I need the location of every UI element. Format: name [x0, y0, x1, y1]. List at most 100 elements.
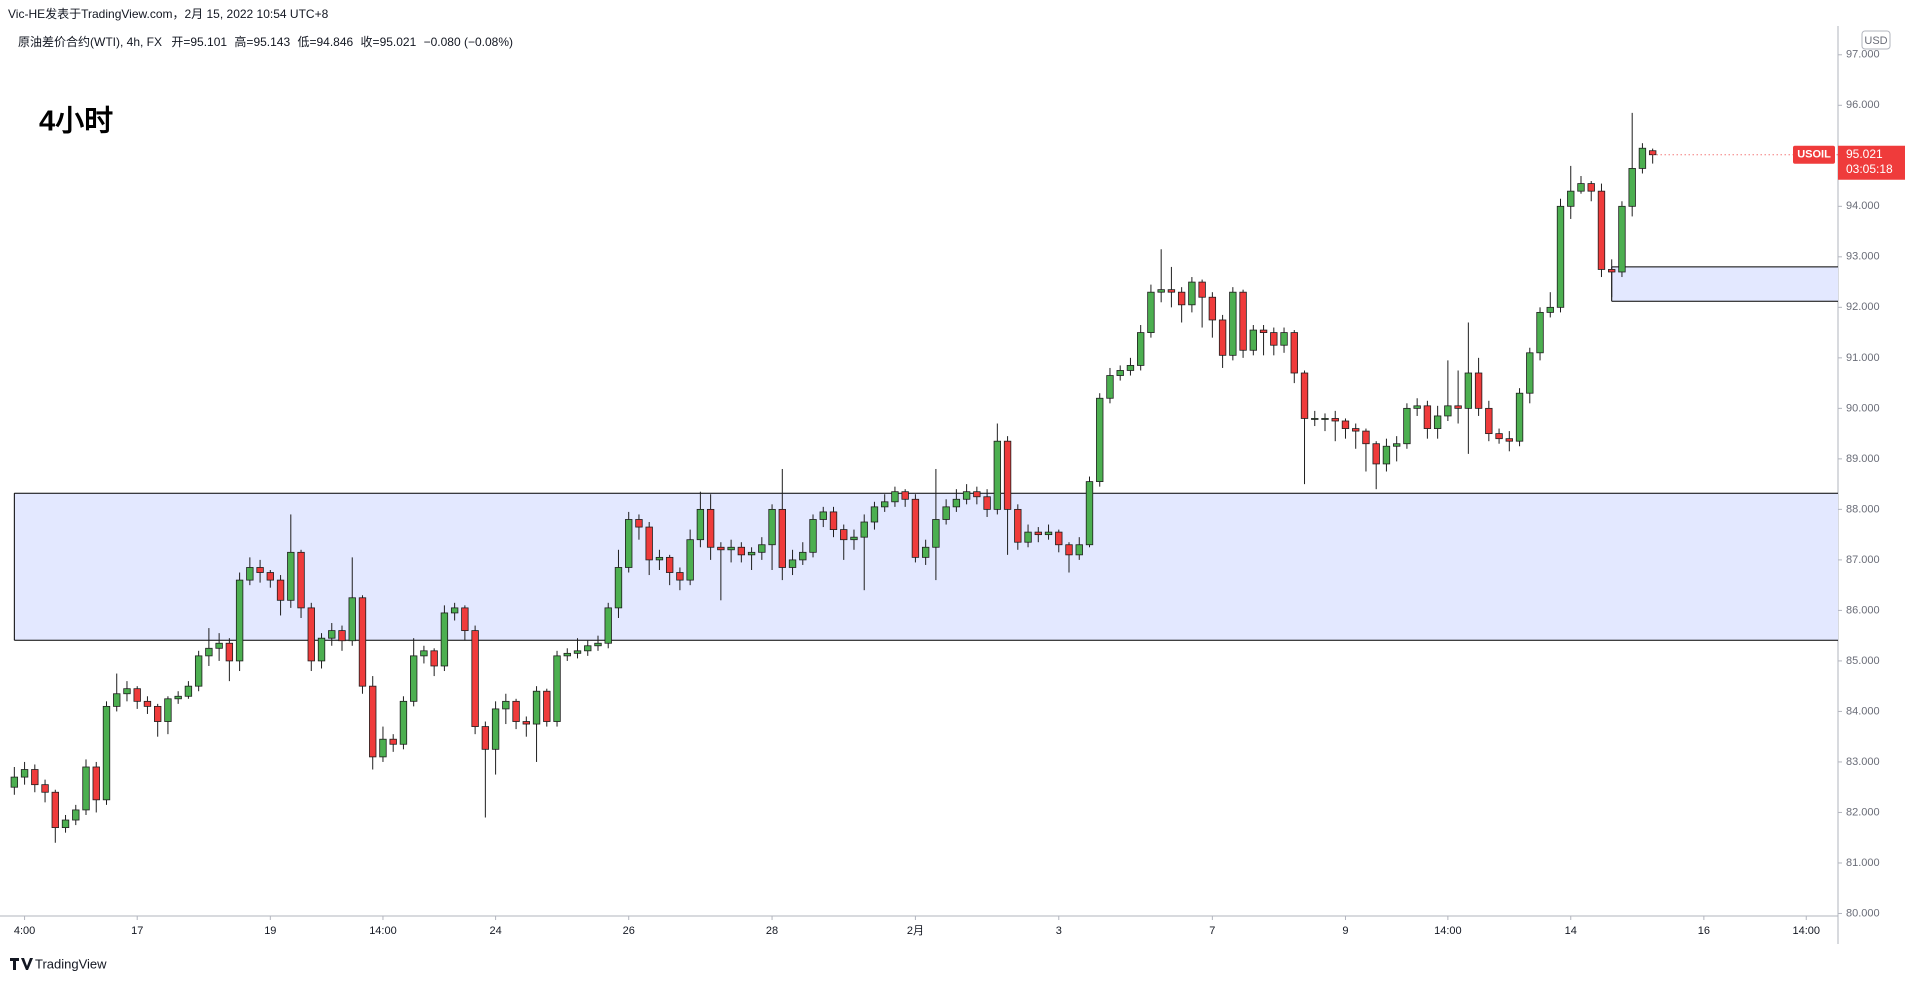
candle-body	[1085, 481, 1094, 546]
y-tick-label: 81.000	[1846, 857, 1880, 869]
candle-body	[82, 766, 90, 811]
zone	[1611, 266, 1838, 302]
candle-body	[92, 766, 100, 801]
candle-body	[614, 567, 623, 609]
legend-high-label: 高=	[234, 34, 253, 49]
y-tick-label: 82.000	[1846, 806, 1880, 818]
candle-body	[154, 705, 162, 722]
candle-body	[543, 690, 551, 722]
candle-body	[410, 655, 418, 702]
candle-body	[225, 642, 234, 662]
candle-body	[1147, 291, 1155, 333]
y-tick-label: 92.000	[1846, 301, 1880, 313]
candle-body	[41, 784, 49, 793]
candle-body	[1106, 375, 1114, 399]
candle-body	[1628, 168, 1636, 207]
x-tick-label: 14:00	[1792, 925, 1820, 937]
candle-body	[1116, 370, 1124, 376]
candle-body	[1341, 420, 1350, 429]
author-line: Vic-HE发表于TradingView.com，2月 15, 2022 10:…	[8, 6, 329, 21]
candle-body	[297, 551, 305, 609]
y-tick-label: 83.000	[1846, 756, 1880, 768]
candle-body	[31, 769, 39, 786]
candle-body	[1280, 332, 1288, 346]
candle-body	[20, 769, 29, 778]
legend-change: −0.080 (−0.08%)	[424, 35, 513, 49]
candle-body	[174, 695, 182, 700]
candle-body	[471, 630, 479, 727]
candle-body	[143, 700, 152, 707]
candle-body	[1618, 205, 1626, 273]
candle-body	[604, 607, 612, 644]
y-tick-label: 93.000	[1846, 251, 1880, 263]
candle-body	[1208, 296, 1217, 321]
candle-body	[1526, 352, 1534, 394]
candle-body	[1126, 365, 1135, 371]
candle-body	[389, 738, 397, 745]
candle-body	[706, 508, 715, 548]
candle-body	[696, 508, 705, 541]
candle-body	[1249, 329, 1257, 351]
candle-body	[338, 630, 346, 642]
candle-body	[1515, 392, 1524, 442]
candle-body	[1454, 405, 1462, 409]
legend-high: 95.143	[253, 35, 290, 49]
candle-body	[205, 647, 213, 657]
y-tick-label: 89.000	[1846, 453, 1880, 465]
candle-body	[502, 700, 510, 710]
candle-body	[1352, 428, 1360, 432]
x-tick-label: 28	[766, 925, 778, 937]
candle-body	[727, 546, 735, 551]
currency-box	[1861, 30, 1891, 50]
legend-close: 95.021	[380, 35, 417, 49]
candle-body	[881, 501, 889, 508]
candle-body	[1096, 397, 1104, 483]
candle-body	[235, 579, 244, 662]
candle-body	[952, 498, 961, 508]
candle-body	[1444, 405, 1452, 417]
candle-body	[369, 685, 377, 758]
x-tick-label: 26	[623, 925, 635, 937]
candle-body	[1167, 289, 1176, 293]
candle-body	[1638, 147, 1647, 169]
x-tick-label: 24	[489, 925, 501, 937]
candle-body	[829, 511, 838, 530]
candle-body	[1608, 269, 1616, 273]
candles	[10, 112, 1657, 843]
zones	[13, 266, 1839, 641]
zone	[14, 493, 1839, 641]
x-tick-label: 19	[264, 925, 276, 937]
candle-body	[133, 688, 141, 702]
candle-body	[420, 650, 428, 657]
legend-close-label: 收=	[361, 35, 380, 49]
candle-body	[123, 688, 131, 695]
candle-body	[932, 519, 940, 548]
candle-body	[1188, 281, 1196, 306]
candle-body	[532, 690, 541, 725]
candle-body	[440, 612, 449, 667]
candle-body	[276, 579, 285, 601]
candle-body	[1065, 544, 1073, 556]
candle-body	[246, 567, 254, 581]
candle-body	[860, 521, 868, 538]
candle-body	[563, 652, 571, 657]
y-tick-label: 88.000	[1846, 503, 1880, 515]
candle-body	[1648, 150, 1657, 156]
x-tick-label: 14:00	[369, 925, 397, 937]
candle-body	[1034, 531, 1042, 536]
candle-body	[737, 546, 746, 556]
y-tick-label: 85.000	[1846, 655, 1880, 667]
candle-body	[1014, 508, 1022, 543]
candle-body	[573, 650, 582, 654]
candle-body	[768, 508, 776, 546]
candle-body	[921, 546, 930, 558]
candle-body	[307, 607, 315, 662]
candle-body	[1044, 531, 1053, 536]
x-tick-label: 2月	[907, 925, 924, 937]
candle-body	[1556, 205, 1565, 308]
y-tick-label: 94.000	[1846, 200, 1880, 212]
candle-body	[1270, 332, 1278, 346]
candle-body	[655, 556, 664, 561]
candle-body	[819, 511, 827, 520]
